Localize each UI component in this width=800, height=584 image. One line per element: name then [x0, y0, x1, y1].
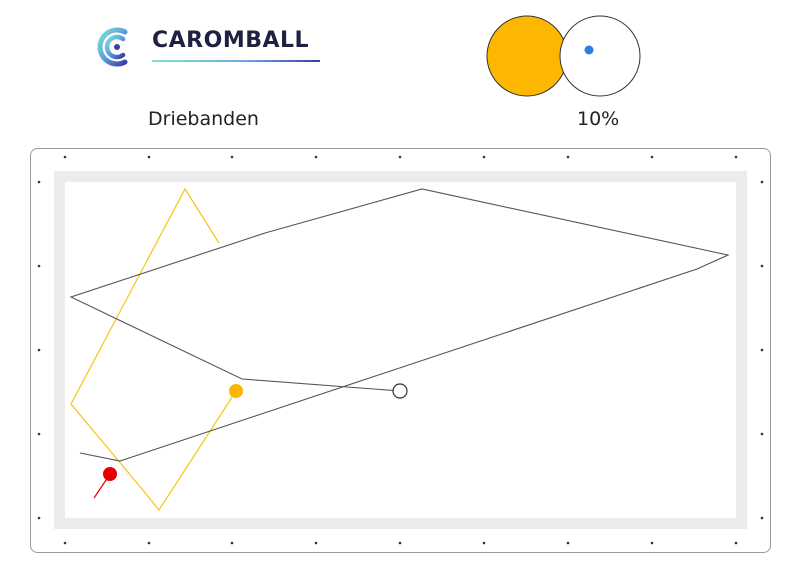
diamond	[650, 541, 654, 545]
diamond	[760, 516, 764, 520]
diamond	[230, 541, 234, 545]
diamond	[760, 264, 764, 268]
spin-diagram	[486, 15, 641, 97]
billiard-table	[30, 148, 771, 553]
diamond	[147, 155, 151, 159]
diamond	[734, 541, 738, 545]
diamond	[37, 432, 41, 436]
diamond	[566, 541, 570, 545]
diamond	[482, 155, 486, 159]
diamond	[37, 180, 41, 184]
game-type-label: Driebanden	[148, 108, 259, 130]
yellow-ball-path	[70, 187, 237, 512]
diamond	[314, 541, 318, 545]
red-ball	[103, 467, 117, 481]
diamond	[482, 541, 486, 545]
diamond	[37, 516, 41, 520]
brand-name: CAROMBALL	[152, 28, 310, 53]
diamond	[37, 348, 41, 352]
caromball-logo-icon	[97, 27, 128, 67]
table-diamonds	[37, 155, 764, 545]
brand-underline	[152, 60, 320, 62]
diamond	[314, 155, 318, 159]
diamond	[230, 155, 234, 159]
diamond	[63, 155, 67, 159]
diamond	[566, 155, 570, 159]
diamond	[760, 432, 764, 436]
white-ball-path	[69, 188, 730, 462]
spin-aim-dot	[584, 45, 594, 55]
diamond	[398, 541, 402, 545]
spin-percent-label: 10%	[577, 108, 620, 130]
table-cloth	[65, 182, 736, 518]
yellow-ball	[229, 384, 243, 398]
white-ball	[392, 383, 408, 399]
diamond	[147, 541, 151, 545]
diamond	[760, 348, 764, 352]
diamond	[760, 180, 764, 184]
diamond	[63, 541, 67, 545]
brand-logo: CAROMBALL	[94, 24, 320, 70]
diamond	[650, 155, 654, 159]
diamond	[734, 155, 738, 159]
cue-ball-indicator	[559, 15, 641, 97]
object-ball-indicator	[486, 15, 568, 97]
diamond	[398, 155, 402, 159]
diamond	[37, 264, 41, 268]
